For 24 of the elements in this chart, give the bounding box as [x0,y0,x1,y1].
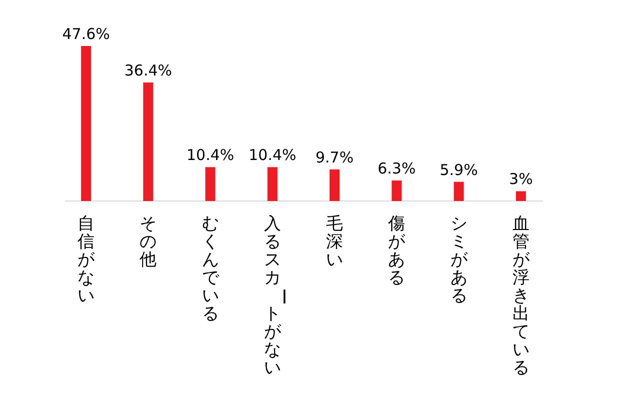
bar [267,167,278,201]
data-label: 5.9% [440,160,478,179]
bar [392,180,402,201]
bar [81,46,92,201]
x-tick-label: その他 [140,214,157,270]
bar [330,169,340,201]
bar [143,82,154,201]
category-label: 入るスカートがない [264,214,293,378]
x-tick-label: むくんでいる [202,214,220,324]
data-label: 10.4% [186,146,234,164]
data-label: 10.4% [248,146,296,164]
data-label: 36.4% [124,61,172,80]
bar [205,167,216,201]
bar [454,182,464,201]
category-label: 血管が浮き出ている [512,214,530,378]
x-tick-label: 毛深い [326,214,344,270]
x-tick-label: 自信がない [78,214,96,306]
data-label: 6.3% [378,159,416,178]
x-tick-label: シミがある [450,214,468,306]
data-label: 47.6% [62,25,110,43]
data-label: 3% [509,170,533,188]
bar [516,191,526,201]
x-tick-label: 傷がある [387,214,406,288]
data-label: 9.7% [316,148,354,166]
